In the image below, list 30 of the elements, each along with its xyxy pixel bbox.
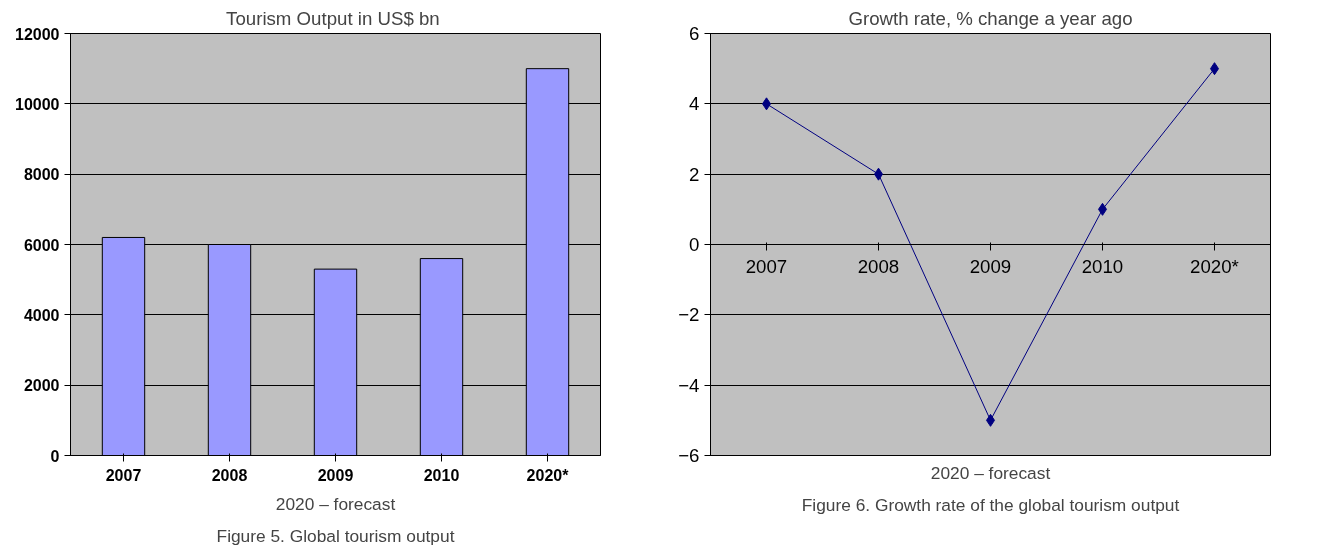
- y-tick-label: −6: [678, 445, 700, 466]
- x-tick-label: 2009: [969, 255, 1012, 277]
- x-tick-label: 2007: [105, 466, 142, 484]
- caption: Figure 5. Global tourism output: [216, 525, 455, 546]
- y-tick-label: 8000: [23, 166, 60, 184]
- x-tick-label: 2007: [745, 255, 788, 277]
- x-tick-label: 2020*: [526, 466, 570, 484]
- y-tick-label: 6000: [23, 236, 60, 254]
- x-tick-label: 2020*: [1190, 255, 1239, 277]
- y-tick-label: −4: [678, 374, 700, 396]
- y-tick-label: 4000: [23, 306, 60, 324]
- y-tick-label: 12000: [15, 25, 60, 43]
- y-tick-label: 10000: [15, 95, 60, 113]
- x-tick-label: 2008: [857, 255, 900, 277]
- y-tick-label: 2: [689, 163, 700, 185]
- text: 2020 – forecast: [275, 493, 396, 514]
- text: 2020 – forecast: [930, 462, 1051, 483]
- y-tick-label: 6: [689, 23, 700, 44]
- y-tick-label: 0: [689, 234, 700, 255]
- x-tick-label: 2010: [423, 466, 460, 484]
- chart-title: Tourism Output in US$ bn: [226, 7, 440, 29]
- y-tick-label: 4: [689, 93, 700, 115]
- x-tick-label: 2009: [317, 466, 354, 484]
- x-tick-label: 2010: [1081, 255, 1124, 277]
- chart-title: Growth rate, % change a year ago: [848, 7, 1133, 29]
- caption: Figure 6. Growth rate of the global tourism output: [801, 494, 1180, 515]
- y-tick-label: −2: [678, 304, 700, 326]
- x-tick-label: 2008: [211, 466, 248, 484]
- y-tick-label: 0: [50, 447, 60, 465]
- y-tick-label: 2000: [23, 377, 60, 395]
